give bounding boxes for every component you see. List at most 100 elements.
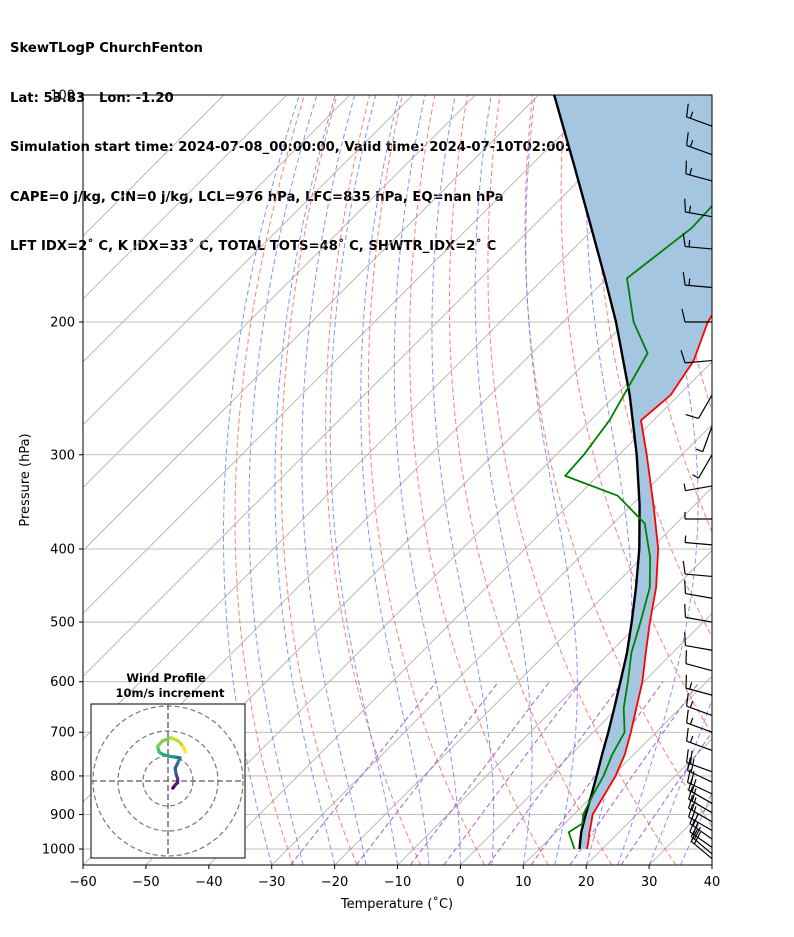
barb-staff [685,573,713,578]
barb-staff [686,144,713,156]
dry-adiabat [234,95,305,865]
x-tick-label: 0 [456,875,464,890]
hodograph-trace [156,736,188,790]
dry-adiabat [662,95,712,413]
wind-barb [686,132,713,156]
barb-flag [682,271,686,286]
y-axis-label: Pressure (hPa) [18,433,33,526]
dry-adiabat [595,95,712,639]
index-line: LFT IDX=2˚ C, K IDX=33˚ C, TOTAL TOTS=48… [10,239,497,254]
barb-half-flag [688,205,692,213]
barb-flag [691,806,697,820]
wind-barb [684,580,713,599]
barb-flag [680,350,686,364]
wind-barb [686,757,713,783]
x-axis-label: Temperature (˚C) [340,896,453,912]
x-tick-label: −30 [258,875,285,890]
wind-barb [688,795,713,823]
barb-half-flag [684,535,687,543]
barb-staff [689,823,713,840]
barb-staff [690,836,713,855]
moist-adiabat [274,95,336,865]
barb-flag [689,750,693,765]
moist-adiabat [223,95,300,865]
isotherm-line [271,424,712,865]
isotherm-line [460,612,712,865]
stability-line: CAPE=0 j/kg, CIN=0 j/kg, LCL=976 hPa, LF… [10,189,504,205]
barb-staff [702,426,713,452]
mixing-ratio-line [355,681,499,865]
wind-barb [686,727,713,751]
barb-flag [685,413,699,420]
moist-adiabat [360,95,430,865]
moist-adiabat [648,698,712,865]
barb-half-flag [689,682,693,690]
barb-half-flag [688,239,691,247]
dry-adiabat [728,95,794,865]
wind-barb [684,603,713,623]
y-tick-label: 500 [50,616,75,631]
x-tick-label: 30 [641,875,658,890]
barb-flag [693,831,701,845]
barb-flag [686,103,689,118]
barb-staff [686,705,713,716]
dry-adiabat [325,95,422,865]
barb-flag [686,132,689,146]
moist-adiabat [248,95,318,865]
barb-staff [685,592,713,599]
wind-barb [688,804,713,832]
barb-half-flag [689,111,694,119]
moist-adiabat [329,95,398,865]
y-tick-label: 100 [50,89,75,104]
dry-adiabat [448,95,613,865]
moist-adiabat [393,95,461,865]
hodograph-segment [181,744,188,754]
barb-flag [691,788,697,802]
y-tick-label: 200 [50,315,75,330]
barb-half-flag [689,700,694,708]
y-tick-label: 1000 [42,843,75,858]
barb-flag [686,709,689,724]
y-tick-label: 900 [50,808,75,823]
wind-barb [680,350,713,364]
y-axis: 100 200 300 400 500 600 700 800 900 1000 [42,89,83,858]
wind-barb [686,103,713,127]
wind-barb [682,560,713,578]
barb-flag [692,813,699,827]
isotherm-line [145,298,712,865]
barb-flag [688,804,694,818]
barb-half-flag [689,735,694,743]
barb-staff [685,663,713,672]
barb-flag [684,198,687,213]
moist-adiabat [680,791,712,865]
barb-staff [687,770,713,783]
barb-half-flag [689,717,694,725]
dewpoint-line [564,204,712,850]
barb-flag [686,692,689,707]
barb-staff [697,454,713,479]
dry-adiabat [280,95,358,865]
barb-half-flag [683,483,687,491]
inset-title: Wind Profile [126,671,206,685]
mixing-ratio-line [290,681,437,865]
x-tick-label: −40 [195,875,222,890]
barb-staff [690,840,713,860]
wind-barb [685,160,713,182]
moist-adiabat [431,95,495,865]
barb-staff [689,831,713,848]
x-tick-label: −20 [321,875,348,890]
isotherm-line [397,549,712,865]
station-title: SkewTLogP ChurchFenton [10,41,203,56]
dry-adiabat [487,95,677,865]
inset-subtitle: 10m/s increment [116,686,225,700]
barb-staff [686,722,713,733]
barb-staff [685,541,713,546]
chart-header: SkewTLogP ChurchFenton Lat: 53.83 Lon: -… [10,8,612,272]
moist-adiabat [744,95,794,865]
barb-half-flag [695,448,703,453]
barb-flag [686,749,689,763]
x-tick-label: −10 [384,875,411,890]
wind-barb [686,709,713,733]
barb-flag [688,786,694,800]
isotherm-line [83,95,225,237]
